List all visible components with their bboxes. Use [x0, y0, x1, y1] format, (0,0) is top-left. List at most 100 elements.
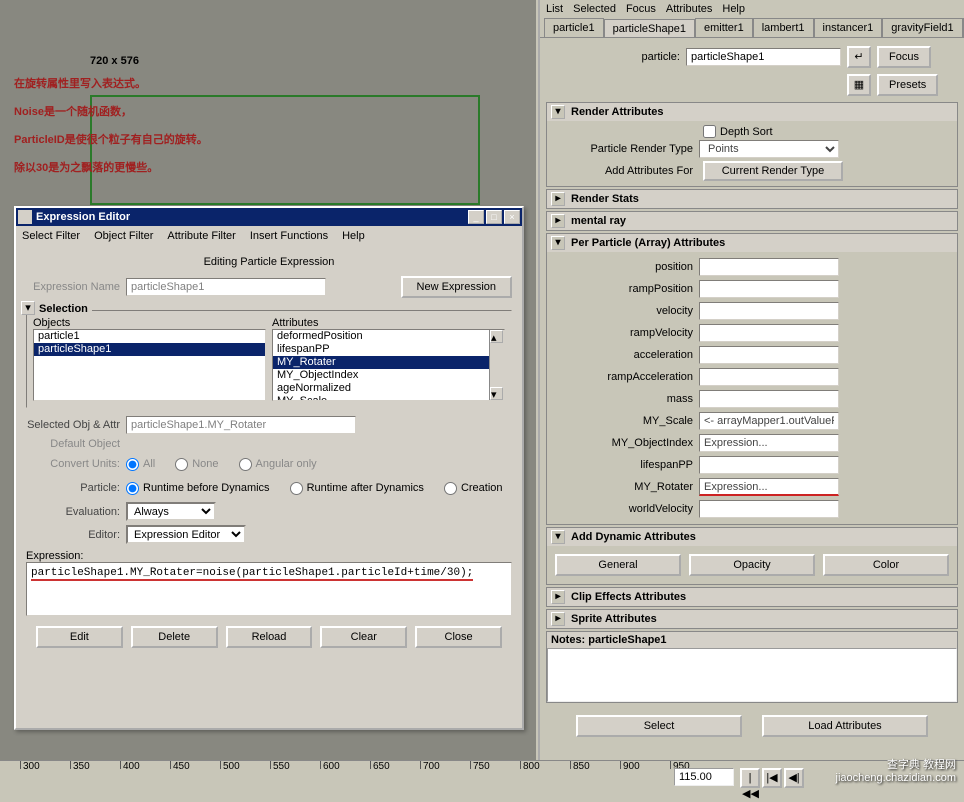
- editor-select[interactable]: Expression Editor: [126, 525, 246, 544]
- menu-insert-functions[interactable]: Insert Functions: [250, 230, 328, 242]
- menu-selected[interactable]: Selected: [573, 3, 616, 15]
- ruler-tick: 450: [170, 761, 190, 769]
- ruler-tick: 650: [370, 761, 390, 769]
- tab-particle1[interactable]: particle1: [544, 18, 604, 37]
- collapse-icon[interactable]: ▾: [551, 530, 565, 544]
- tab-emitter1[interactable]: emitter1: [695, 18, 753, 37]
- notes-area[interactable]: [547, 648, 957, 702]
- sel-obj-attr-field[interactable]: [126, 416, 356, 434]
- menu-object-filter[interactable]: Object Filter: [94, 230, 153, 242]
- attr-field-rampAcceleration[interactable]: [699, 368, 839, 386]
- attr-label: rampPosition: [551, 283, 699, 295]
- menu-attributes[interactable]: Attributes: [666, 3, 712, 15]
- listbox-item[interactable]: particleShape1: [34, 343, 265, 356]
- titlebar[interactable]: Expression Editor _ □ ×: [16, 208, 522, 226]
- listbox-item[interactable]: MY_Scale: [273, 395, 504, 401]
- presets-button[interactable]: Presets: [877, 74, 938, 96]
- timeline[interactable]: 3003504004505005506006507007508008509009…: [0, 760, 964, 790]
- attr-field-worldVelocity[interactable]: [699, 500, 839, 518]
- attr-label: velocity: [551, 305, 699, 317]
- evaluation-select[interactable]: Always: [126, 502, 216, 521]
- radio-option[interactable]: All: [126, 458, 155, 471]
- maximize-button[interactable]: □: [486, 210, 502, 224]
- tab-particleShape1[interactable]: particleShape1: [604, 19, 695, 38]
- current-render-type-button[interactable]: Current Render Type: [703, 161, 843, 181]
- new-expression-button[interactable]: New Expression: [401, 276, 512, 298]
- scrollbar[interactable]: ▴ ▾: [489, 330, 504, 400]
- attribute-editor: List Selected Focus Attributes Help part…: [538, 0, 964, 790]
- attr-field-MY_Scale[interactable]: [699, 412, 839, 430]
- listbox-item[interactable]: particle1: [34, 330, 265, 343]
- focus-button[interactable]: Focus: [877, 46, 931, 68]
- attr-field-lifespanPP[interactable]: [699, 456, 839, 474]
- select-button[interactable]: Select: [576, 715, 742, 737]
- close-button[interactable]: ×: [504, 210, 520, 224]
- close-button[interactable]: Close: [415, 626, 502, 648]
- show-icon[interactable]: ▦: [847, 74, 871, 96]
- radio-option[interactable]: Runtime after Dynamics: [290, 482, 424, 495]
- listbox-item[interactable]: deformedPosition: [273, 330, 504, 343]
- menu-attribute-filter[interactable]: Attribute Filter: [167, 230, 235, 242]
- rewind-button[interactable]: |◀◀: [740, 768, 760, 788]
- attributes-label: Attributes: [272, 317, 505, 329]
- goto-icon[interactable]: ↵: [847, 46, 871, 68]
- attributes-listbox[interactable]: deformedPositionlifespanPPMY_RotaterMY_O…: [272, 329, 505, 401]
- particle-field[interactable]: [686, 48, 841, 66]
- collapse-icon[interactable]: ▸: [551, 590, 565, 604]
- attr-field-MY_ObjectIndex[interactable]: [699, 434, 839, 452]
- expression-textarea[interactable]: particleShape1.MY_Rotater=noise(particle…: [26, 562, 512, 616]
- collapse-icon[interactable]: ▾: [551, 105, 565, 119]
- attr-field-velocity[interactable]: [699, 302, 839, 320]
- minimize-button[interactable]: _: [468, 210, 484, 224]
- radio-option[interactable]: Angular only: [239, 458, 317, 471]
- section-clip-effects: ▸Clip Effects Attributes: [546, 587, 958, 607]
- load-attributes-button[interactable]: Load Attributes: [762, 715, 928, 737]
- play-back-button[interactable]: ◀|: [784, 768, 804, 788]
- collapse-icon[interactable]: ▸: [551, 612, 565, 626]
- attr-field-rampPosition[interactable]: [699, 280, 839, 298]
- depth-sort-checkbox[interactable]: [703, 125, 716, 138]
- attr-field-acceleration[interactable]: [699, 346, 839, 364]
- expression-name-field[interactable]: [126, 278, 326, 296]
- render-type-select[interactable]: Points: [699, 140, 839, 158]
- opacity-button[interactable]: Opacity: [689, 554, 815, 576]
- step-back-button[interactable]: |◀: [762, 768, 782, 788]
- menu-list[interactable]: List: [546, 3, 563, 15]
- scroll-up[interactable]: ▴: [490, 330, 503, 343]
- reload-button[interactable]: Reload: [226, 626, 313, 648]
- collapse-icon[interactable]: ▸: [551, 192, 565, 206]
- section-render-attributes: ▾ Render Attributes Depth Sort Particle …: [546, 102, 958, 187]
- delete-button[interactable]: Delete: [131, 626, 218, 648]
- collapse-icon[interactable]: ▸: [551, 214, 565, 228]
- menu-help[interactable]: Help: [722, 3, 745, 15]
- attr-label: MY_ObjectIndex: [551, 437, 699, 449]
- listbox-item[interactable]: ageNormalized: [273, 382, 504, 395]
- edit-button[interactable]: Edit: [36, 626, 123, 648]
- collapse-icon[interactable]: ▾: [551, 236, 565, 250]
- attr-field-mass[interactable]: [699, 390, 839, 408]
- particle-label: Particle:: [26, 482, 126, 494]
- attr-field-position[interactable]: [699, 258, 839, 276]
- radio-option[interactable]: Creation: [444, 482, 503, 495]
- objects-listbox[interactable]: particle1particleShape1: [33, 329, 266, 401]
- attr-field-MY_Rotater[interactable]: [699, 478, 839, 496]
- radio-option[interactable]: None: [175, 458, 218, 471]
- menu-help[interactable]: Help: [342, 230, 365, 242]
- general-button[interactable]: General: [555, 554, 681, 576]
- tab-instancer1[interactable]: instancer1: [814, 18, 883, 37]
- menu-select-filter[interactable]: Select Filter: [22, 230, 80, 242]
- scroll-down[interactable]: ▾: [490, 387, 503, 400]
- menu-focus[interactable]: Focus: [626, 3, 656, 15]
- tab-lambert1[interactable]: lambert1: [753, 18, 814, 37]
- attr-field-rampVelocity[interactable]: [699, 324, 839, 342]
- clear-button[interactable]: Clear: [320, 626, 407, 648]
- listbox-item[interactable]: MY_Rotater: [273, 356, 504, 369]
- color-button[interactable]: Color: [823, 554, 949, 576]
- ruler-tick: 600: [320, 761, 340, 769]
- listbox-item[interactable]: lifespanPP: [273, 343, 504, 356]
- listbox-item[interactable]: MY_ObjectIndex: [273, 369, 504, 382]
- tab-gravityField1[interactable]: gravityField1: [882, 18, 962, 37]
- selection-collapse[interactable]: ▾: [21, 301, 35, 315]
- radio-option[interactable]: Runtime before Dynamics: [126, 482, 270, 495]
- current-time-field[interactable]: [674, 768, 734, 786]
